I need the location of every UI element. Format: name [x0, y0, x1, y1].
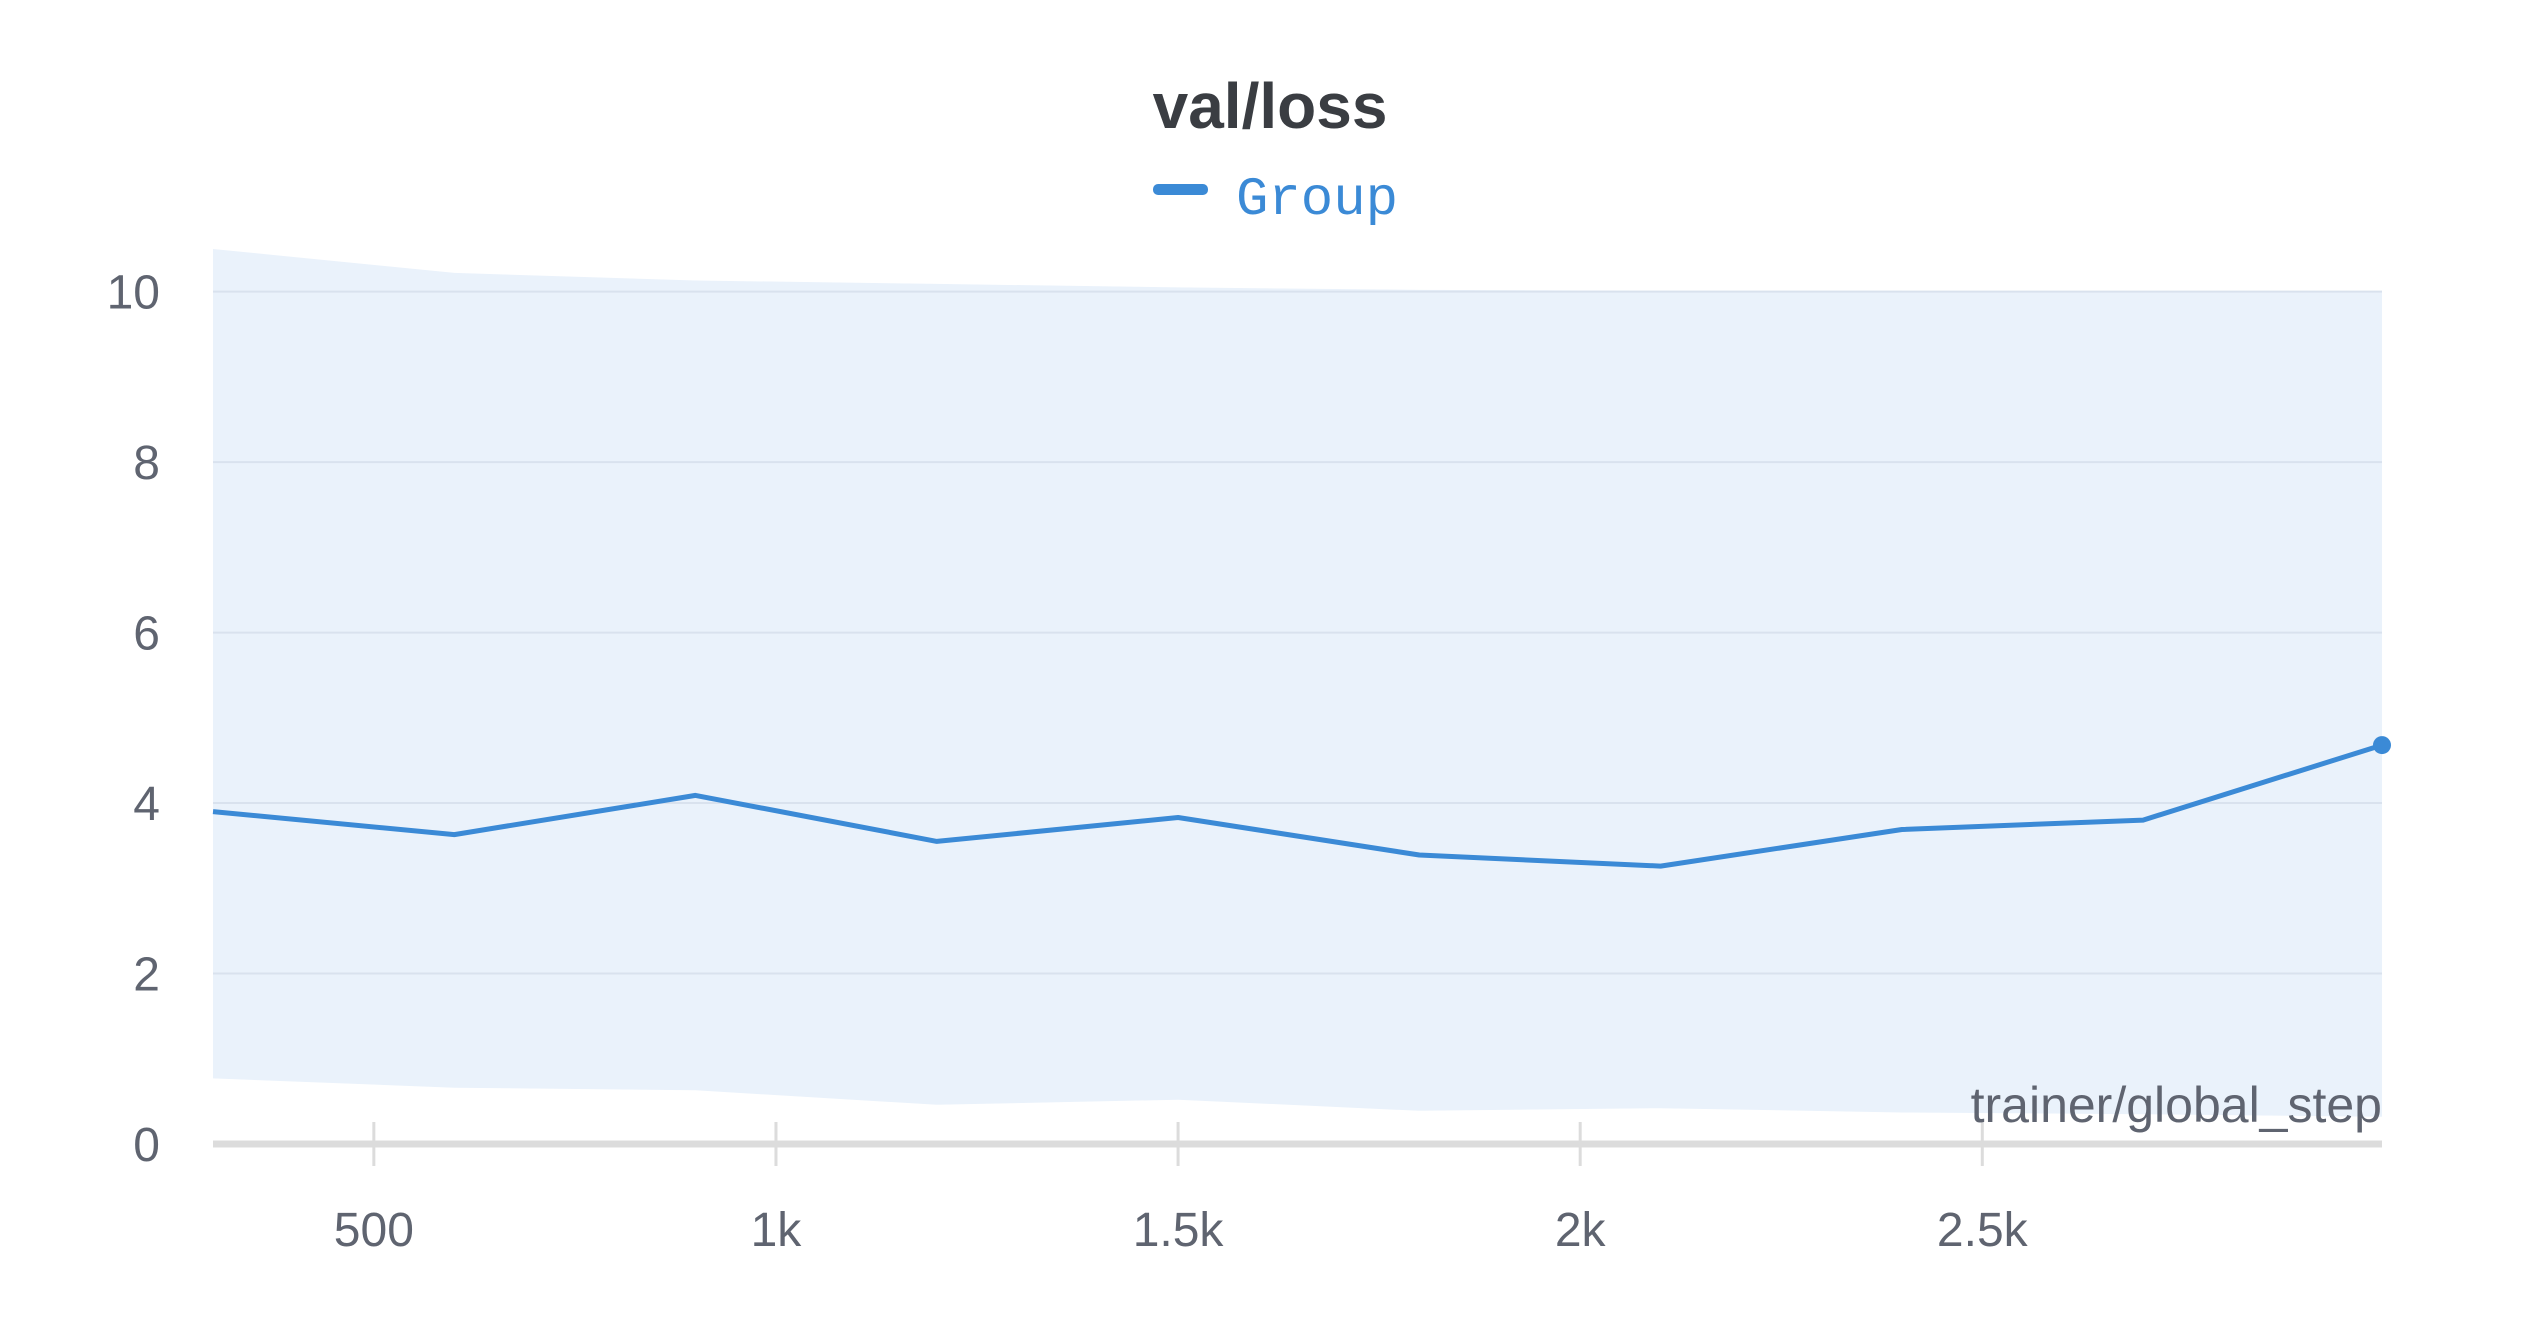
grid-layer: [213, 290, 2382, 975]
x-tick-label: 1k: [751, 1204, 803, 1257]
legend[interactable]: Group: [1153, 170, 1398, 231]
y-tick-label: 0: [133, 1119, 160, 1172]
series-layer: [212, 736, 2391, 869]
x-axis: [213, 1122, 2382, 1166]
legend-label-group: Group: [1236, 170, 1398, 231]
series-band-group: [213, 249, 2382, 1117]
y-tick-label: 10: [107, 267, 160, 320]
x-tick-label: 2.5k: [1937, 1204, 2029, 1257]
x-axis-title: trainer/global_step: [1971, 1077, 2382, 1133]
y-tick-label: 8: [133, 437, 160, 490]
confidence-band-layer: [213, 249, 2382, 1117]
x-tick-label: 500: [334, 1204, 414, 1257]
x-tick-label: 1.5k: [1133, 1204, 1225, 1257]
x-tick-labels: 500 1k 1.5k 2k 2.5k: [334, 1204, 2029, 1257]
y-tick-label: 2: [133, 949, 160, 1002]
y-tick-label: 6: [133, 608, 160, 661]
series-endpoint-marker[interactable]: [2373, 736, 2391, 755]
series-line-group[interactable]: [212, 742, 2383, 869]
y-tick-labels: 0 2 4 6 8 10: [107, 267, 160, 1172]
x-tick-label: 2k: [1555, 1204, 1607, 1257]
chart-title: val/loss: [1153, 70, 1388, 142]
y-tick-label: 4: [133, 778, 160, 831]
legend-swatch-group: [1153, 184, 1208, 195]
